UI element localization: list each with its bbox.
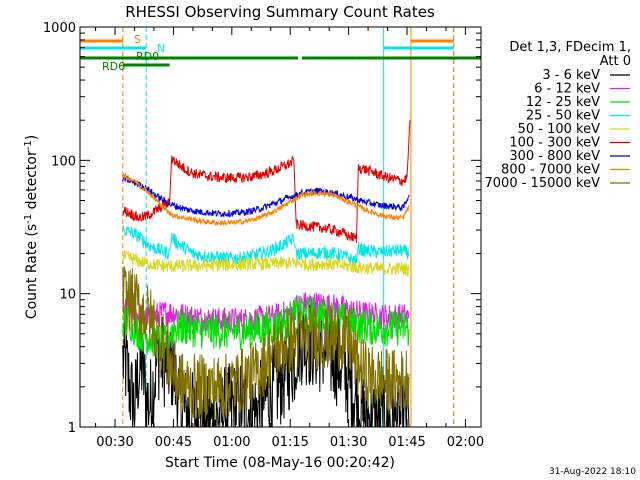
legend-label-6-12-kev: 6 - 12 keV	[534, 82, 600, 97]
x-axis: 00:30 00:45 01:00 01:15 01:30 01:45 02:00	[95, 27, 484, 450]
legend-label-7000-15000-kev: 7000 - 15000 keV	[485, 176, 601, 191]
series-800-7000-kev	[122, 172, 410, 227]
footer-timestamp: 31-Aug-2022 18:10	[549, 467, 636, 477]
legend-title-line-2: Att 0	[600, 54, 631, 69]
legend-title-line-1: Det 1,3, FDecim 1,	[509, 40, 631, 55]
flag-label-night: N	[157, 42, 165, 55]
series-300-800-kev	[122, 174, 410, 218]
y-tick-label-100: 100	[51, 154, 76, 169]
x-tick-label-01-30: 01:30	[330, 435, 367, 450]
chart-title: RHESSI Observing Summary Count Rates	[125, 3, 435, 21]
series-100-300-kev	[122, 120, 411, 244]
x-axis-label: Start Time (08-May-16 00:20:42)	[165, 455, 395, 471]
y-axis-label-part-2: detector	[24, 150, 40, 214]
y-tick-label-10: 10	[59, 288, 76, 303]
legend-label-12-25-kev: 12 - 25 keV	[526, 95, 600, 110]
y-axis-label-part-3: )	[24, 135, 40, 140]
series-25-50-kev	[122, 224, 410, 267]
x-tick-label-00-45: 00:45	[155, 435, 192, 450]
x-tick-label-00-30: 00:30	[96, 435, 133, 450]
y-axis-label-sup-2: -1	[23, 140, 34, 150]
flag-label-rd6: RD6	[102, 60, 125, 73]
legend-label-800-7000-kev: 800 - 7000 keV	[501, 163, 600, 178]
series-7000-15000-kev	[122, 266, 410, 420]
x-tick-label-01-00: 01:00	[213, 435, 250, 450]
y-axis: 1 10 100 1000	[43, 21, 481, 436]
y-axis-label: Count Rate (s-1 detector-1)	[23, 135, 40, 319]
series-12-25-kev	[122, 295, 410, 359]
legend-label-3-6-kev: 3 - 6 keV	[542, 68, 600, 83]
flag-label-saa: S	[134, 33, 141, 46]
series-50-100-kev	[122, 249, 410, 277]
y-tick-label-1: 1	[68, 421, 76, 436]
y-axis-label-part-1: Count Rate (s	[24, 224, 40, 319]
legend-label-300-800-kev: 300 - 800 keV	[509, 149, 600, 164]
y-tick-label-1000: 1000	[43, 21, 76, 36]
x-tick-label-01-45: 01:45	[388, 435, 425, 450]
legend-label-25-50-kev: 25 - 50 keV	[526, 109, 600, 124]
legend-label-100-300-kev: 100 - 300 keV	[509, 136, 600, 151]
x-tick-label-02-00: 02:00	[447, 435, 484, 450]
legend-label-50-100-kev: 50 - 100 keV	[518, 122, 601, 137]
plot-frame	[79, 26, 482, 428]
plot-area	[79, 27, 481, 429]
y-axis-label-sup-1: -1	[23, 214, 34, 224]
flag-label-rd0: RD0	[136, 50, 159, 63]
x-tick-label-01-15: 01:15	[271, 435, 308, 450]
